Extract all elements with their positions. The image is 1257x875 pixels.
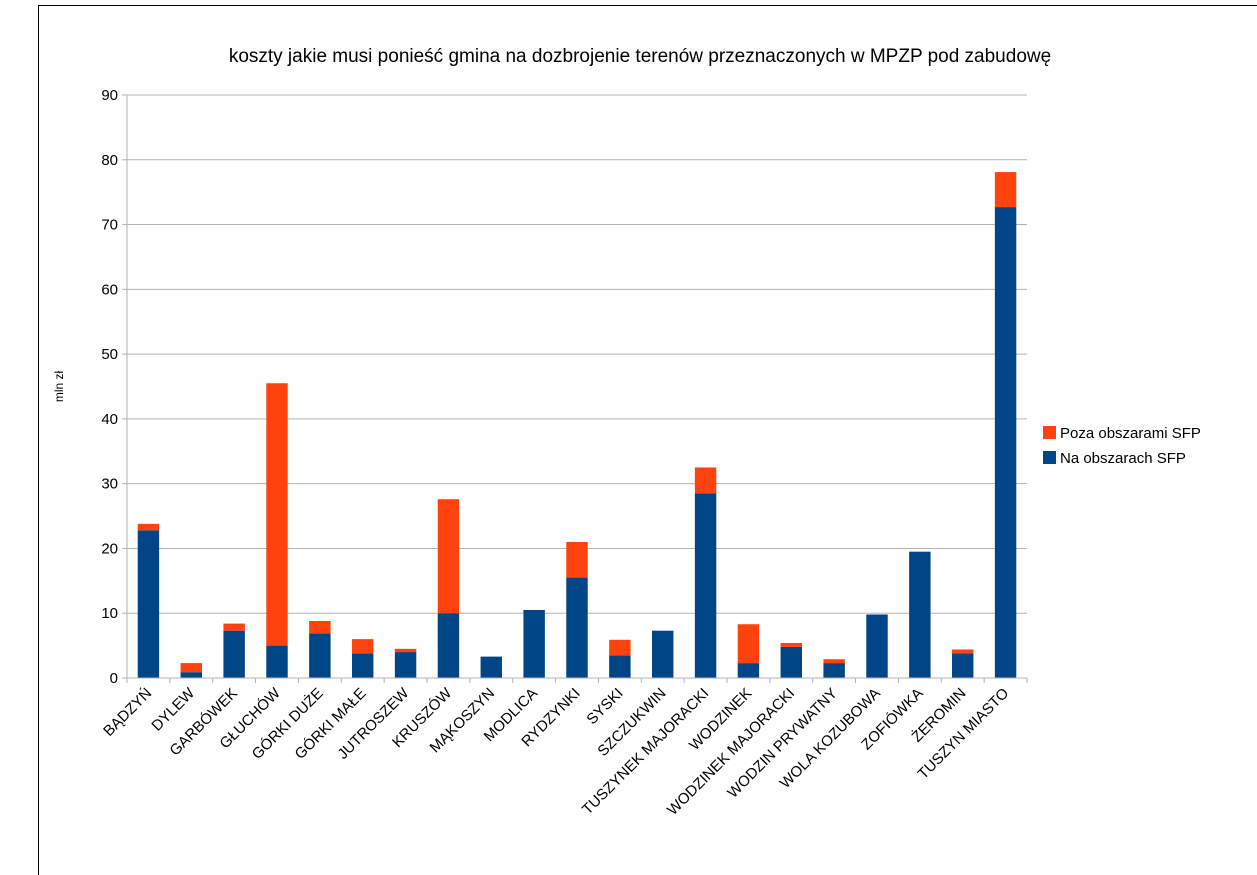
y-tick-label: 50 (101, 346, 118, 363)
bar-segment (266, 645, 288, 678)
bar-segment (823, 663, 845, 678)
chart-title: koszty jakie musi ponieść gmina na dozbr… (229, 46, 1051, 67)
bar-segment (694, 493, 717, 678)
bar-segment (437, 499, 460, 614)
bar-segment (694, 467, 717, 494)
legend: Poza obszarami SFP Na obszarach SFP (1043, 425, 1201, 467)
x-tick-label: BĄDZYŃ (100, 685, 155, 740)
bar-segment (137, 523, 160, 531)
bar-segment (180, 672, 202, 678)
y-tick-label: 60 (101, 281, 118, 298)
bar-segment (480, 656, 502, 678)
y-axis-label: mln zł (52, 371, 66, 403)
bar-segment (909, 551, 931, 678)
bar-segment (609, 655, 631, 678)
bar-segment (309, 633, 331, 678)
bar-segment (780, 643, 802, 647)
y-tick-label: 80 (101, 152, 118, 169)
bar-segment (394, 652, 417, 678)
bars (137, 172, 1017, 678)
bar-segment (737, 663, 760, 678)
bar-segment (566, 541, 588, 578)
bar-segment (223, 630, 245, 678)
bar-segment (523, 609, 545, 678)
legend-label: Na obszarach SFP (1060, 450, 1186, 467)
bar-segment (823, 659, 845, 664)
y-tick-label: 10 (101, 605, 118, 622)
bar-segment (780, 646, 802, 678)
bar-segment (266, 383, 288, 646)
bar-segment (223, 623, 245, 631)
bar-segment (994, 172, 1017, 208)
bar-segment (309, 620, 331, 634)
legend-label: Poza obszarami SFP (1060, 425, 1201, 442)
legend-swatch (1043, 426, 1056, 439)
y-tick-labels: 0 10 20 30 40 50 60 70 80 90 (101, 87, 118, 687)
bar-segment (352, 653, 374, 678)
legend-swatch (1043, 451, 1056, 464)
y-tick-label: 40 (101, 411, 118, 428)
axes (126, 95, 1028, 683)
y-tick-label: 90 (101, 87, 118, 104)
y-tick-label: 20 (101, 540, 118, 557)
bar-segment (394, 648, 417, 653)
bar-segment (994, 207, 1017, 678)
bar-segment (609, 639, 631, 656)
chart-frame (38, 5, 1257, 875)
bar-segment (652, 630, 674, 678)
bar-segment (437, 613, 460, 678)
y-tick-label: 30 (101, 476, 118, 493)
bar-segment (137, 530, 160, 678)
bar-segment (180, 663, 202, 673)
y-tick-label: 70 (101, 217, 118, 234)
bar-segment (866, 614, 888, 678)
bar-segment (952, 653, 974, 678)
bar-segment (952, 649, 974, 654)
y-tick-label: 0 (110, 670, 118, 687)
bar-segment (352, 639, 374, 654)
bar-segment (566, 577, 588, 678)
bar-segment (737, 624, 760, 664)
